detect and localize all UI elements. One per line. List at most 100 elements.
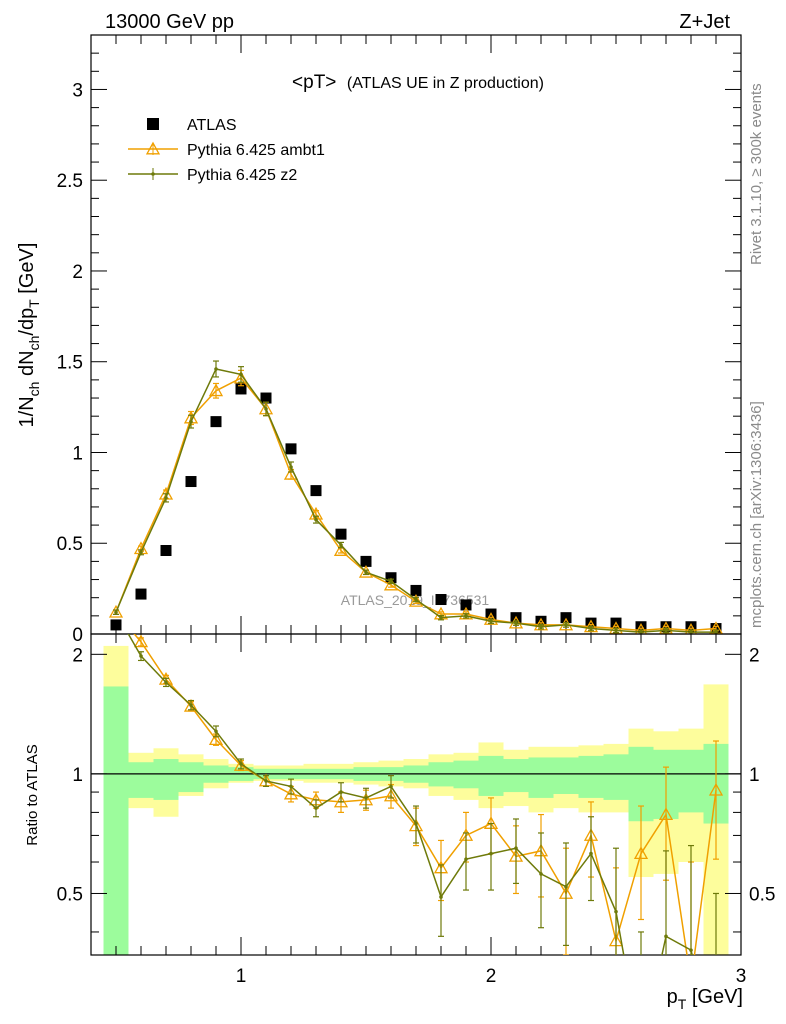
legend-marker-ambt1	[145, 141, 161, 155]
uncertainty-band-inner	[103, 686, 129, 955]
main-y-label: 1/Nch dNch/dpT [GeV]	[16, 243, 42, 428]
atlas-data-point	[235, 383, 247, 395]
z2-ratio-marker	[264, 779, 268, 783]
ambt1-ratio-marker	[283, 786, 299, 800]
atlas-data-point	[285, 443, 297, 455]
atlas-data-point	[585, 617, 597, 629]
x-tick-label: 2	[486, 966, 497, 987]
uncertainty-band-inner	[128, 762, 154, 798]
z2-main-marker	[714, 630, 718, 634]
ambt1-ratio-marker	[208, 732, 224, 746]
z2-ratio-marker	[514, 846, 518, 851]
x-tick-label: 1	[236, 966, 247, 987]
z2-ratio-marker	[439, 895, 443, 899]
legend-label: Pythia 6.425 ambt1	[187, 142, 325, 159]
uncertainty-band-inner	[178, 762, 204, 793]
uncertainty-band-inner	[678, 749, 704, 813]
atlas-data-point	[685, 621, 697, 633]
main-y-tick-label: 2.5	[57, 171, 83, 192]
z2-main-marker	[189, 419, 193, 424]
atlas-data-point	[260, 392, 272, 404]
atlas-data-point	[460, 599, 472, 611]
z2-main-marker	[564, 623, 568, 627]
x-tick-label: 3	[736, 966, 747, 987]
z2-ratio-marker	[314, 806, 318, 810]
mcplots-label: mcplots.cern.ch [arXiv:1306:3436]	[748, 401, 765, 628]
z2-main-marker	[689, 630, 693, 634]
z2-main-marker	[514, 621, 518, 625]
ratio-series	[127, 634, 724, 955]
atlas-data-point	[335, 528, 347, 540]
ambt1-ratio-marker	[383, 788, 399, 802]
z2-main-marker	[489, 619, 493, 624]
main-y-tick-label: 0	[72, 625, 83, 646]
ratio-bands	[103, 645, 729, 955]
main-series	[108, 360, 724, 634]
main-y-tick-label: 2	[72, 262, 83, 283]
main-y-tick-label: 1.5	[57, 353, 83, 374]
uncertainty-band-inner	[553, 757, 579, 794]
ratio-y-tick-label: 0.5	[57, 884, 83, 905]
main-y-tick-label: 3	[72, 80, 83, 101]
z2-ratio-marker	[189, 703, 193, 707]
atlas-data-point	[360, 555, 372, 567]
uncertainty-band-inner	[153, 759, 179, 800]
z2-main-marker	[639, 630, 643, 634]
ambt1-ratio-marker	[133, 634, 149, 648]
ambt1-main-marker	[408, 593, 424, 607]
z2-main-marker	[114, 610, 118, 615]
z2-main-marker	[164, 496, 168, 500]
atlas-data-point	[135, 588, 147, 600]
ambt1-main-marker	[208, 383, 224, 397]
main-y-label-a: 1/N	[16, 396, 38, 427]
legend-label: ATLAS	[187, 117, 237, 134]
legend-marker-z2	[151, 172, 155, 176]
ambt1-main-marker	[358, 564, 374, 578]
z2-main-marker	[414, 597, 418, 602]
main-y-tick-label: 0.5	[57, 534, 83, 555]
atlas-data-point	[310, 485, 322, 497]
ambt1-ratio-marker	[708, 782, 724, 796]
main-title-text: <pT>	[292, 72, 336, 93]
uncertainty-band-inner	[578, 755, 604, 798]
z2-ratio-marker	[489, 851, 493, 856]
z2-main-marker	[314, 517, 318, 522]
main-y-label-c: /dp	[16, 308, 38, 336]
z2-main-marker	[664, 628, 668, 633]
main-title: <pT> (ATLAS UE in Z production)	[292, 72, 544, 93]
ratio-plot-area: 1 2 3 0.5 0.5 1 1 2 2	[57, 633, 775, 987]
z2-ratio-marker	[414, 821, 418, 826]
z2-ratio-marker	[464, 857, 468, 861]
atlas-data-point	[410, 584, 422, 596]
main-y-tick-label: 1	[72, 443, 83, 464]
main-y-label-sub2: ch	[26, 336, 42, 351]
z2-main-marker	[464, 614, 468, 618]
legend: ATLAS Pythia 6.425 ambt1 Pythia 6.425 z2	[128, 117, 325, 184]
main-y-label-d: [GeV]	[16, 243, 38, 300]
main-y-label-sub3: T	[26, 299, 42, 308]
z2-main-marker	[289, 465, 293, 469]
ratio-y-label: Ratio to ATLAS	[24, 744, 41, 845]
legend-label: Pythia 6.425 z2	[187, 167, 297, 184]
uncertainty-band-inner	[478, 755, 504, 796]
uncertainty-band-inner	[603, 754, 629, 800]
x-axis-label-p: p	[667, 986, 678, 1008]
header-right: Z+Jet	[679, 11, 730, 33]
z2-main-marker	[539, 624, 543, 629]
z2-main-marker	[614, 628, 618, 633]
ambt1-main-marker	[108, 604, 124, 618]
uncertainty-band-inner	[528, 757, 554, 798]
atlas-data-point	[635, 621, 647, 633]
main-plot-area: 0 0.5 1 1.5 2 2.5 3	[57, 34, 742, 646]
z2-main-marker	[264, 407, 268, 411]
z2-ratio-marker	[139, 654, 143, 658]
x-axis-label-sub: T	[678, 996, 687, 1012]
atlas-data-point	[435, 594, 447, 606]
z2-ratio-marker	[239, 762, 243, 766]
z2-ratio-marker	[339, 790, 343, 794]
z2-main-marker	[339, 543, 343, 547]
z2-ratio-marker	[689, 948, 693, 952]
z2-ratio-marker	[664, 934, 668, 939]
ambt1-main-marker	[333, 543, 349, 556]
ratio-y-tick-label-right: 0.5	[749, 884, 775, 905]
